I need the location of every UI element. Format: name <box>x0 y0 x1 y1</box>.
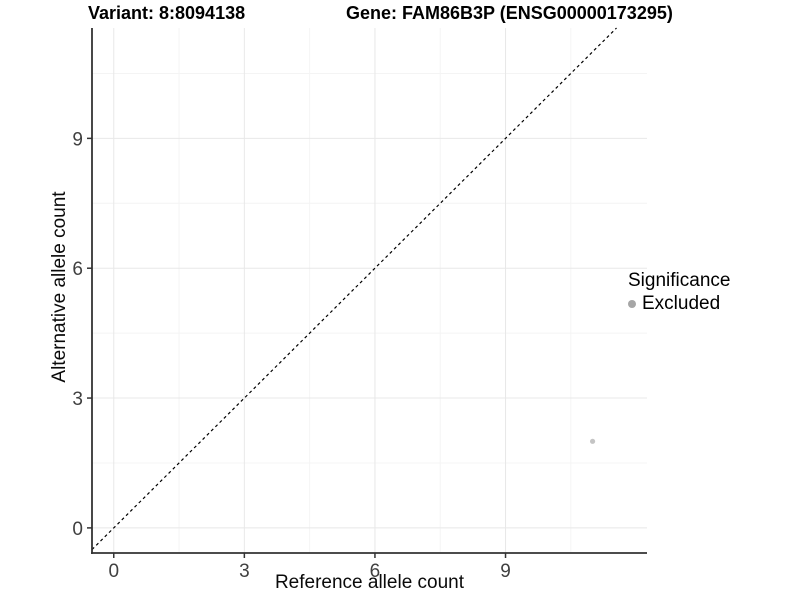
variant-title: Variant: 8:8094138 <box>88 3 246 23</box>
y-tick-label: 9 <box>72 129 83 150</box>
y-tick-label: 0 <box>72 519 83 540</box>
x-tick-label: 6 <box>370 561 381 582</box>
data-point <box>589 438 596 444</box>
legend-item-label: Excluded <box>642 293 721 314</box>
y-tick-label: 3 <box>72 389 83 410</box>
legend-title: Significance <box>628 270 731 291</box>
legend-dot-icon <box>628 299 636 308</box>
legend: Significance Excluded <box>628 269 730 315</box>
identity-line <box>91 27 617 550</box>
x-tick-label: 9 <box>500 561 511 582</box>
x-tick-label: 3 <box>239 561 250 582</box>
y-axis-title: Alternative allele count <box>49 191 70 383</box>
x-axis-title: Reference allele count <box>274 572 465 593</box>
y-tick-label: 6 <box>72 259 83 280</box>
x-tick-label: 0 <box>108 561 119 582</box>
legend-item: Excluded <box>628 292 730 315</box>
legend-items: Excluded <box>628 292 730 315</box>
gene-title: Gene: FAM86B3P (ENSG00000173295) <box>346 3 673 23</box>
